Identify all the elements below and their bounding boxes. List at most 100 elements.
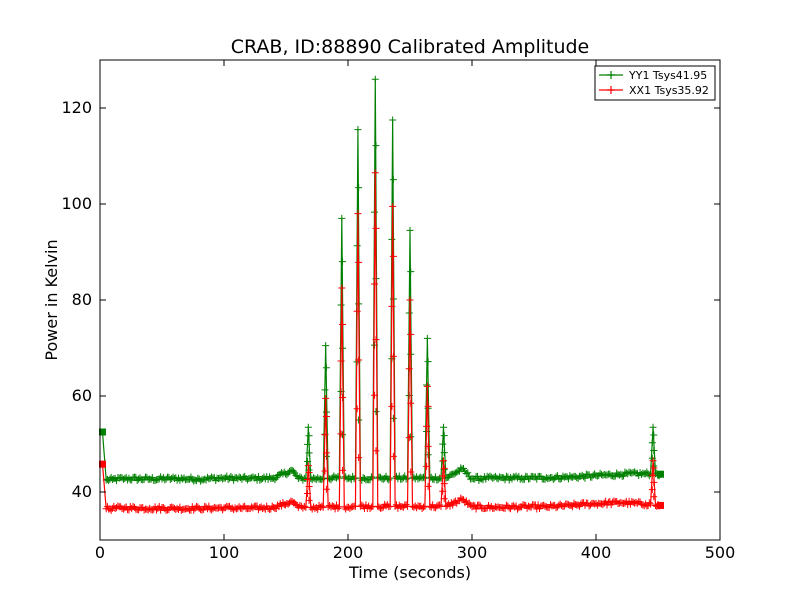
- data-point: [440, 464, 448, 472]
- data-point: [645, 499, 653, 507]
- x-tick-label: 400: [581, 543, 612, 562]
- data-point: [305, 496, 313, 504]
- data-point: [502, 472, 510, 480]
- data-point: [304, 476, 312, 484]
- x-tick-label: 200: [333, 543, 364, 562]
- data-point: [423, 334, 431, 342]
- legend-entry-yy1: YY1 Tsys41.95: [599, 69, 707, 82]
- data-point: [648, 439, 656, 447]
- data-point: [389, 452, 397, 460]
- data-point: [436, 501, 444, 509]
- data-point: [322, 449, 330, 457]
- series-markers-1: [98, 169, 664, 514]
- data-point: [318, 502, 326, 510]
- data-point: [440, 432, 448, 440]
- data-point: [388, 302, 396, 310]
- series-1: [98, 169, 664, 514]
- data-point: [371, 75, 379, 83]
- data-point: [339, 466, 347, 474]
- data-point: [305, 482, 313, 490]
- x-axis-label: Time (seconds): [348, 563, 471, 582]
- data-point: [423, 422, 431, 430]
- endpoint-marker: [98, 428, 106, 436]
- endpoint-marker: [656, 470, 664, 478]
- data-point: [407, 330, 415, 338]
- data-point: [440, 449, 448, 457]
- data-point: [353, 307, 361, 315]
- data-point: [424, 402, 432, 410]
- data-point: [304, 423, 312, 431]
- data-point: [371, 169, 379, 177]
- x-tick-label: 0: [95, 543, 105, 562]
- data-point: [371, 391, 379, 399]
- data-point: [353, 405, 361, 413]
- data-point: [198, 506, 206, 514]
- y-tick-label: 120: [61, 98, 92, 117]
- data-point: [388, 402, 396, 410]
- endpoint-marker: [656, 501, 664, 509]
- data-point: [424, 358, 432, 366]
- data-point: [367, 473, 375, 481]
- data-point: [423, 381, 431, 389]
- data-point: [423, 382, 431, 390]
- data-point: [407, 268, 415, 276]
- data-point: [371, 280, 379, 288]
- data-point: [321, 431, 329, 439]
- endpoint-marker: [98, 460, 106, 468]
- data-point: [440, 480, 448, 488]
- data-point: [304, 489, 312, 497]
- data-point: [648, 471, 656, 479]
- x-tick-label: 100: [209, 543, 240, 562]
- y-tick-label: 40: [72, 482, 92, 501]
- data-point: [304, 457, 312, 465]
- legend-entry-xx1: XX1 Tsys35.92: [599, 84, 709, 97]
- data-point: [650, 446, 658, 454]
- data-point: [439, 487, 447, 495]
- data-point: [650, 478, 658, 486]
- data-point: [610, 473, 618, 481]
- data-point: [439, 423, 447, 431]
- data-point: [406, 226, 414, 234]
- legend-box: [594, 65, 716, 101]
- data-point: [322, 394, 330, 402]
- data-point: [439, 440, 447, 448]
- data-point: [334, 504, 342, 512]
- data-point: [372, 224, 380, 232]
- data-point: [300, 502, 308, 510]
- data-point: [405, 365, 413, 373]
- legend-label-yy1: YY1 Tsys41.95: [628, 69, 707, 82]
- y-tick-label: 80: [72, 290, 92, 309]
- data-point: [647, 500, 655, 508]
- data-point: [338, 214, 346, 222]
- x-tick-label: 500: [705, 543, 736, 562]
- data-point: [337, 357, 345, 365]
- data-point: [354, 210, 362, 218]
- data-point: [305, 469, 313, 477]
- data-point: [406, 296, 414, 304]
- data-point: [389, 176, 397, 184]
- data-point: [439, 472, 447, 480]
- data-point: [227, 472, 235, 480]
- data-point: [339, 393, 347, 401]
- data-point: [372, 447, 380, 455]
- series-layer: [98, 75, 664, 514]
- data-point: [296, 473, 304, 481]
- data-point: [372, 336, 380, 344]
- data-point: [424, 482, 432, 490]
- data-point: [322, 413, 330, 421]
- data-point: [407, 399, 415, 407]
- data-point: [385, 476, 393, 484]
- x-ticks: 0 100 200 300 400 500: [95, 60, 735, 562]
- x-tick-label: 300: [457, 543, 488, 562]
- data-point: [650, 431, 658, 439]
- data-point: [402, 501, 410, 509]
- y-ticks: 40 60 80 100 120: [61, 98, 720, 501]
- legend-marker-yy1: [607, 71, 615, 79]
- data-point: [305, 449, 313, 457]
- data-point: [322, 342, 330, 350]
- chart-title: CRAB, ID:88890 Calibrated Amplitude: [231, 36, 590, 58]
- plot-border: [99, 59, 721, 541]
- data-point: [321, 386, 329, 394]
- data-point: [337, 430, 345, 438]
- y-axis-label: Power in Kelvin: [42, 239, 61, 360]
